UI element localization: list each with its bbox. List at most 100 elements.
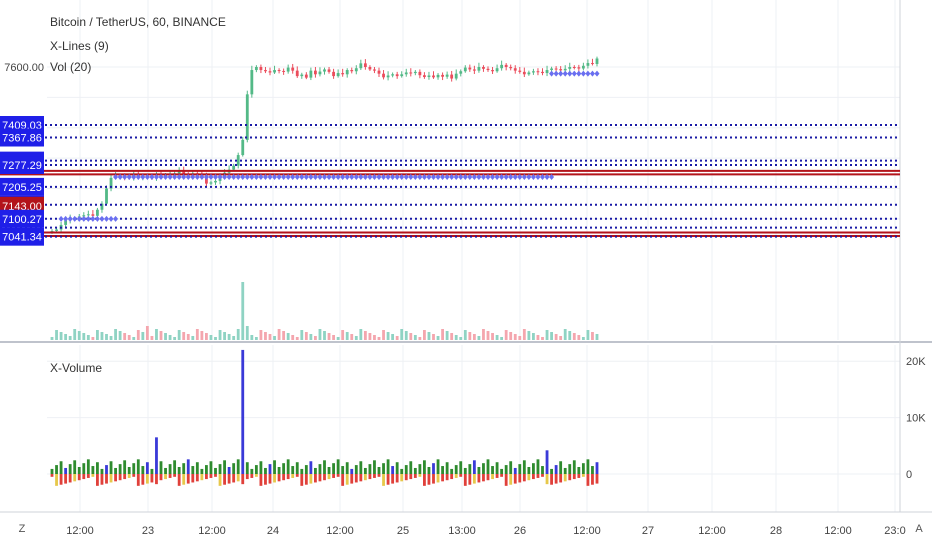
candle-body[interactable]	[513, 68, 517, 71]
candle-body[interactable]	[486, 68, 490, 71]
candle-body[interactable]	[459, 71, 463, 74]
candle-body[interactable]	[373, 69, 376, 71]
candle-body[interactable]	[436, 74, 440, 78]
candle-body[interactable]	[522, 71, 526, 75]
candle-body[interactable]	[314, 70, 317, 75]
candle-body[interactable]	[391, 74, 395, 76]
candle-body[interactable]	[468, 67, 472, 70]
candle-body[interactable]	[64, 220, 68, 225]
candle-body[interactable]	[177, 170, 181, 174]
candle-body[interactable]	[409, 72, 413, 74]
candle-body[interactable]	[264, 70, 267, 72]
candle-body[interactable]	[341, 73, 345, 75]
candle-body[interactable]	[382, 73, 385, 78]
candle-body[interactable]	[55, 229, 58, 232]
indicator-x-lines[interactable]: X-Lines (9)	[50, 39, 109, 53]
candle-body[interactable]	[541, 71, 544, 74]
candle-body[interactable]	[345, 70, 349, 75]
candle-body[interactable]	[368, 67, 372, 70]
zoom-button[interactable]: Z	[18, 523, 26, 535]
candle-body[interactable]	[386, 75, 390, 78]
candle-body[interactable]	[454, 73, 458, 79]
candle-body[interactable]	[591, 63, 594, 65]
candle-body[interactable]	[463, 67, 467, 72]
candle-body[interactable]	[482, 67, 485, 69]
candle-body[interactable]	[286, 67, 290, 72]
auto-scale-button[interactable]: A	[915, 523, 923, 535]
candle-body[interactable]	[413, 71, 417, 74]
candle-body[interactable]	[500, 64, 504, 69]
candle-body[interactable]	[309, 70, 313, 78]
candle-body[interactable]	[418, 71, 422, 76]
candle-body[interactable]	[109, 177, 113, 189]
candle-body[interactable]	[427, 75, 431, 78]
candle-body[interactable]	[377, 70, 381, 74]
candle-body[interactable]	[581, 65, 585, 69]
candle-body[interactable]	[550, 68, 553, 71]
candle-body[interactable]	[105, 188, 108, 204]
candle-body[interactable]	[214, 180, 217, 183]
candle-body[interactable]	[182, 170, 186, 174]
price-level-tag[interactable]	[0, 209, 44, 228]
candle-body[interactable]	[532, 71, 535, 73]
candle-body[interactable]	[295, 70, 299, 77]
candle-body[interactable]	[586, 63, 590, 66]
candle-body[interactable]	[518, 70, 522, 72]
candle-body[interactable]	[300, 74, 304, 77]
candle-body[interactable]	[268, 71, 272, 73]
candle-body[interactable]	[236, 155, 240, 166]
candle-body[interactable]	[205, 176, 208, 184]
candle-body[interactable]	[336, 73, 340, 77]
candle-body[interactable]	[395, 74, 399, 77]
candle-body[interactable]	[245, 94, 249, 140]
candle-body[interactable]	[254, 67, 258, 71]
candle-body[interactable]	[563, 68, 567, 71]
candle-body[interactable]	[568, 67, 572, 69]
candle-body[interactable]	[495, 68, 499, 72]
candle-body[interactable]	[363, 63, 367, 67]
candle-body[interactable]	[304, 74, 308, 78]
candle-body[interactable]	[472, 69, 476, 71]
candle-body[interactable]	[291, 67, 295, 71]
candle-body[interactable]	[450, 74, 454, 79]
candle-body[interactable]	[404, 72, 408, 75]
candle-body[interactable]	[359, 63, 363, 69]
candle-body[interactable]	[354, 68, 358, 72]
candle-body[interactable]	[545, 70, 549, 74]
candle-body[interactable]	[327, 69, 331, 72]
candle-body[interactable]	[536, 71, 540, 73]
candle-body[interactable]	[259, 67, 263, 71]
candle-body[interactable]	[509, 67, 513, 69]
candle-body[interactable]	[441, 74, 444, 77]
candle-body[interactable]	[91, 214, 95, 216]
indicator-volume[interactable]: Vol (20)	[50, 60, 92, 74]
candle-body[interactable]	[432, 75, 435, 78]
candle-body[interactable]	[332, 71, 335, 77]
candle-body[interactable]	[504, 64, 508, 67]
price-level-tag[interactable]	[0, 227, 44, 246]
candle-body[interactable]	[96, 209, 99, 216]
candle-body[interactable]	[241, 139, 245, 156]
candle-body[interactable]	[86, 214, 90, 216]
candle-body[interactable]	[100, 203, 104, 210]
candle-body[interactable]	[491, 70, 494, 72]
candle-body[interactable]	[209, 182, 213, 184]
candle-body[interactable]	[445, 74, 449, 77]
candle-body[interactable]	[595, 58, 599, 64]
candle-body[interactable]	[527, 72, 531, 75]
candle-body[interactable]	[82, 215, 86, 217]
candle-body[interactable]	[350, 70, 354, 72]
candle-body[interactable]	[559, 69, 563, 71]
candle-body[interactable]	[232, 165, 236, 170]
candle-body[interactable]	[572, 67, 576, 68]
candle-body[interactable]	[577, 67, 581, 69]
candle-body[interactable]	[318, 71, 322, 75]
price-level-tag[interactable]	[0, 177, 44, 196]
candle-body[interactable]	[282, 70, 286, 72]
candle-body[interactable]	[250, 70, 254, 95]
candle-body[interactable]	[477, 67, 481, 71]
candle-body[interactable]	[400, 74, 404, 77]
candle-body[interactable]	[323, 69, 326, 72]
price-level-tag[interactable]	[0, 128, 44, 147]
